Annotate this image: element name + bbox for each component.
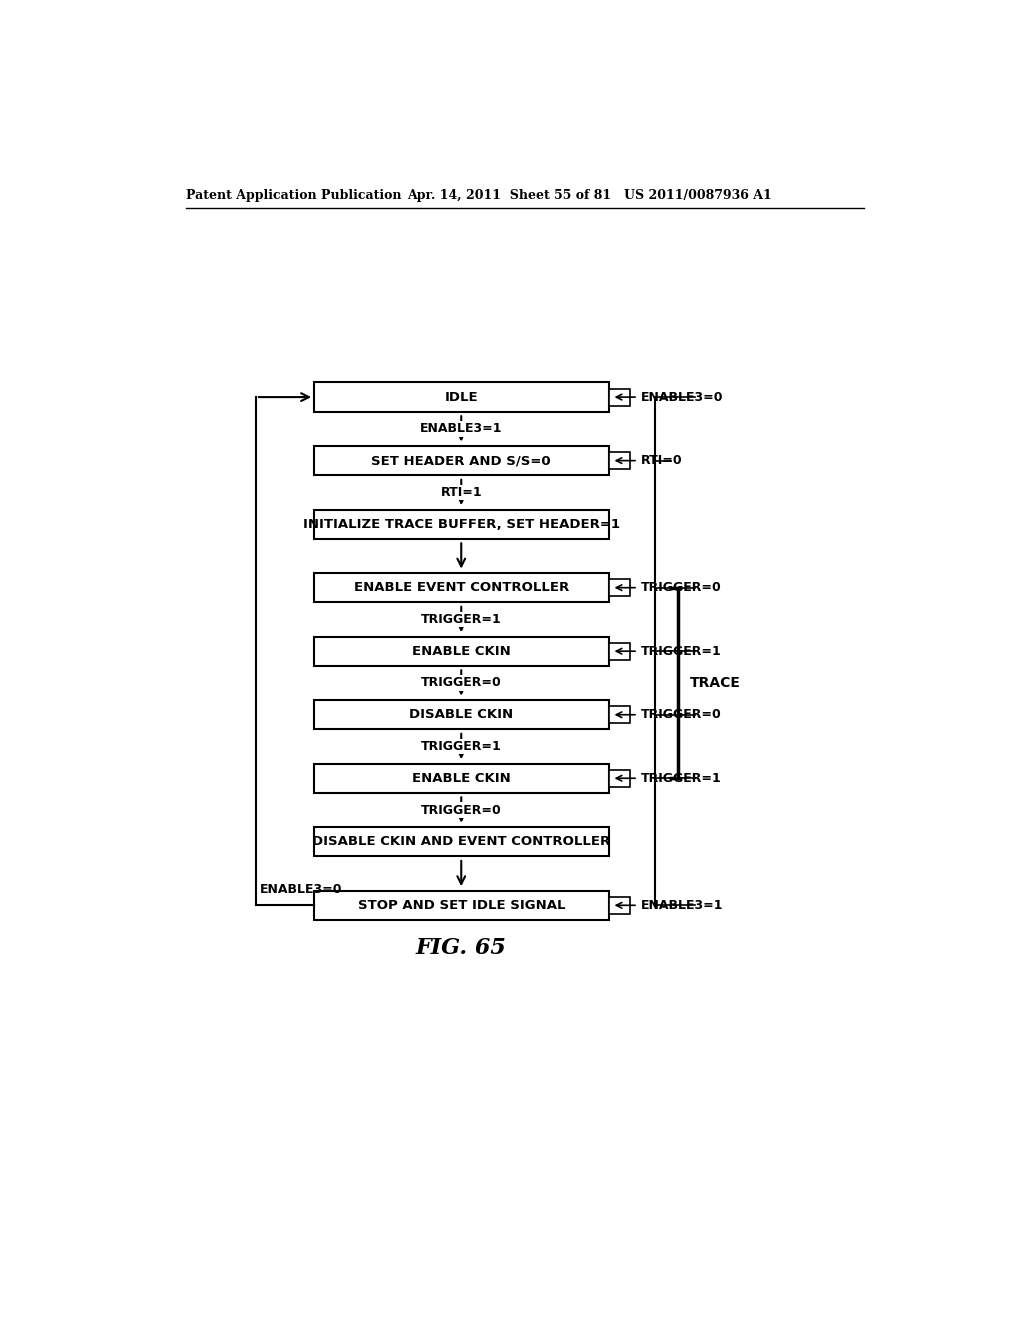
Text: ENABLE3=1: ENABLE3=1 [641, 899, 724, 912]
Text: Apr. 14, 2011  Sheet 55 of 81: Apr. 14, 2011 Sheet 55 of 81 [407, 189, 611, 202]
Bar [608, 453, 630, 469]
Text: TRIGGER=0: TRIGGER=0 [421, 676, 502, 689]
Bar [314, 383, 608, 412]
Bar [314, 446, 608, 475]
Bar [314, 510, 608, 539]
Text: TRIGGER=1: TRIGGER=1 [641, 644, 722, 657]
Text: TRIGGER=1: TRIGGER=1 [421, 612, 502, 626]
Text: ENABLE3=1: ENABLE3=1 [420, 422, 503, 436]
Text: ENABLE3=0: ENABLE3=0 [260, 883, 342, 896]
Text: US 2011/0087936 A1: US 2011/0087936 A1 [624, 189, 772, 202]
Text: IDLE: IDLE [444, 391, 478, 404]
Text: ENABLE CKIN: ENABLE CKIN [412, 772, 511, 785]
Text: ENABLE EVENT CONTROLLER: ENABLE EVENT CONTROLLER [353, 581, 569, 594]
Text: ENABLE3=0: ENABLE3=0 [641, 391, 724, 404]
Bar [608, 896, 630, 913]
Bar [314, 891, 608, 920]
Bar [314, 828, 608, 857]
Bar [314, 763, 608, 793]
Text: DISABLE CKIN AND EVENT CONTROLLER: DISABLE CKIN AND EVENT CONTROLLER [312, 836, 610, 849]
Bar [314, 573, 608, 602]
Text: INITIALIZE TRACE BUFFER, SET HEADER=1: INITIALIZE TRACE BUFFER, SET HEADER=1 [303, 517, 620, 531]
Text: FIG. 65: FIG. 65 [416, 937, 507, 958]
Text: ENABLE CKIN: ENABLE CKIN [412, 644, 511, 657]
Text: TRIGGER=1: TRIGGER=1 [641, 772, 722, 785]
Text: TRACE: TRACE [690, 676, 740, 690]
Text: RTI=0: RTI=0 [641, 454, 683, 467]
Bar [314, 700, 608, 730]
Bar [608, 388, 630, 405]
Text: STOP AND SET IDLE SIGNAL: STOP AND SET IDLE SIGNAL [357, 899, 565, 912]
Text: TRIGGER=1: TRIGGER=1 [421, 741, 502, 752]
Text: RTI=1: RTI=1 [440, 486, 482, 499]
Text: TRIGGER=0: TRIGGER=0 [641, 709, 722, 721]
Text: TRIGGER=0: TRIGGER=0 [421, 804, 502, 817]
Bar [608, 706, 630, 723]
Bar [314, 636, 608, 665]
Bar [608, 643, 630, 660]
Bar [608, 770, 630, 787]
Text: Patent Application Publication: Patent Application Publication [186, 189, 401, 202]
Text: SET HEADER AND S/S=0: SET HEADER AND S/S=0 [372, 454, 551, 467]
Bar [608, 579, 630, 597]
Text: DISABLE CKIN: DISABLE CKIN [410, 709, 513, 721]
Text: TRIGGER=0: TRIGGER=0 [641, 581, 722, 594]
